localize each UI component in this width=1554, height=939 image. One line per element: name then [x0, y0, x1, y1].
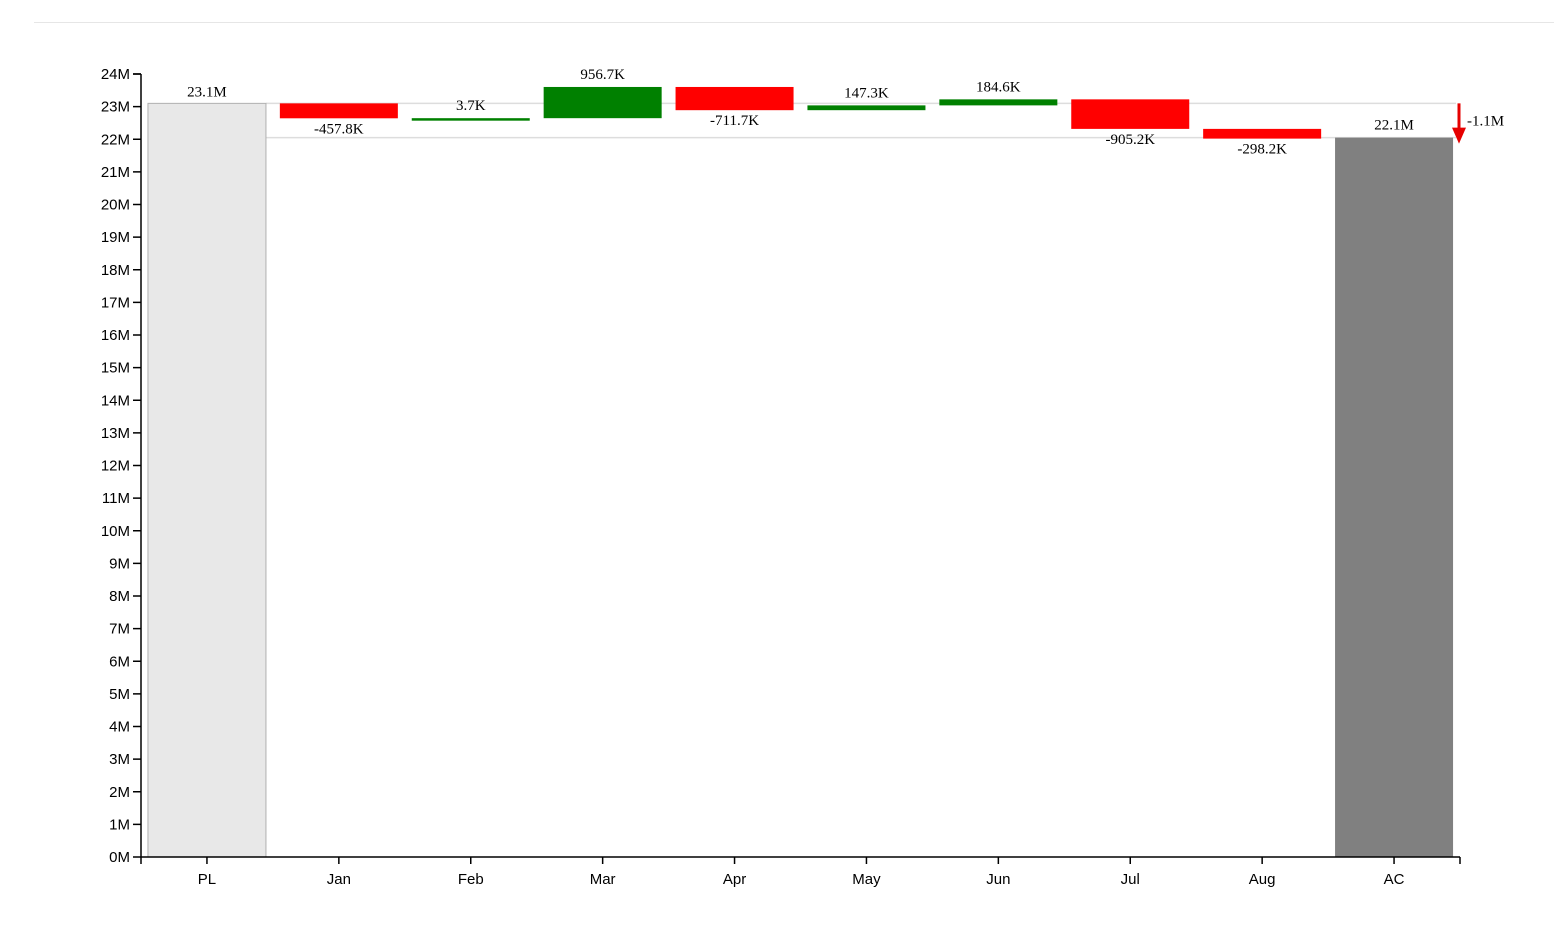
total-change-arrow-head — [1452, 127, 1466, 144]
y-tick-label: 1M — [109, 816, 130, 833]
bar-aug — [1203, 128, 1322, 139]
y-tick-label: 4M — [109, 719, 130, 736]
y-tick-label: 13M — [101, 425, 130, 442]
total-change-label: -1.1M — [1467, 113, 1504, 129]
y-tick-label: 3M — [109, 751, 130, 768]
y-tick-label: 15M — [101, 360, 130, 377]
data-label-jul: -905.2K — [1105, 132, 1155, 148]
bar-apr — [675, 86, 794, 111]
y-tick-label: 16M — [101, 327, 130, 344]
bar-feb — [411, 118, 530, 121]
data-label-mar: 956.7K — [580, 67, 625, 83]
bar-pl — [147, 102, 267, 858]
bar-may — [807, 105, 926, 111]
y-tick-label: 10M — [101, 523, 130, 540]
x-tick-label-jan: Jan — [327, 871, 351, 888]
y-tick-label: 21M — [101, 164, 130, 181]
y-tick-label: 7M — [109, 621, 130, 638]
data-label-ac: 22.1M — [1374, 118, 1414, 134]
data-label-may: 147.3K — [844, 85, 889, 101]
y-tick-label: 24M — [101, 66, 130, 83]
x-tick-label-jul: Jul — [1121, 871, 1140, 888]
x-tick-label-aug: Aug — [1249, 871, 1276, 888]
y-tick-label: 6M — [109, 653, 130, 670]
data-label-feb: 3.7K — [456, 98, 486, 114]
y-tick-label: 2M — [109, 784, 130, 801]
bar-jun — [939, 99, 1058, 106]
x-tick-label-ac: AC — [1384, 871, 1405, 888]
y-axis: 0M 1M 2M 3M 4M 5M 6M 7M 8M 9M 10M 11M 12M 13M 14M 15M 16… — [101, 66, 142, 866]
bar-mar — [543, 86, 662, 119]
y-tick-label: 0M — [109, 849, 130, 866]
data-label-jan: -457.8K — [314, 121, 364, 137]
y-tick-label: 5M — [109, 686, 130, 703]
bar-ac — [1335, 137, 1454, 857]
y-tick-label: 8M — [109, 588, 130, 605]
x-tick-label-jun: Jun — [986, 871, 1010, 888]
y-tick-label: 12M — [101, 458, 130, 475]
y-tick-label: 14M — [101, 392, 130, 409]
y-tick-label: 18M — [101, 262, 130, 279]
y-tick-label: 19M — [101, 229, 130, 246]
x-tick-label-feb: Feb — [458, 871, 484, 888]
bar-jul — [1071, 99, 1190, 129]
data-label-jun: 184.6K — [976, 79, 1021, 95]
bars-group — [147, 86, 1454, 858]
y-tick-label: 20M — [101, 197, 130, 214]
data-labels-group: 23.1M -457.8K 3.7K 956.7K -711.7K 147.3K 184.6… — [187, 67, 1414, 158]
total-change-arrow: -1.1M — [1452, 103, 1504, 144]
y-tick-label: 17M — [101, 294, 130, 311]
data-label-pl: 23.1M — [187, 84, 227, 100]
x-tick-label-apr: Apr — [723, 871, 746, 888]
x-tick-label-pl: PL — [198, 871, 216, 888]
y-tick-label: 22M — [101, 131, 130, 148]
x-tick-label-may: May — [852, 871, 881, 888]
top-divider — [34, 22, 1554, 23]
y-tick-label: 11M — [102, 490, 130, 507]
data-label-aug: -298.2K — [1237, 142, 1287, 158]
y-tick-label: 9M — [109, 555, 130, 572]
y-tick-label: 23M — [101, 99, 130, 116]
bar-jan — [279, 103, 398, 119]
x-axis: PL Jan Feb Mar Apr May Jun Jul Aug AC — [140, 856, 1461, 888]
data-label-apr: -711.7K — [710, 113, 759, 129]
x-tick-label-mar: Mar — [590, 871, 616, 888]
